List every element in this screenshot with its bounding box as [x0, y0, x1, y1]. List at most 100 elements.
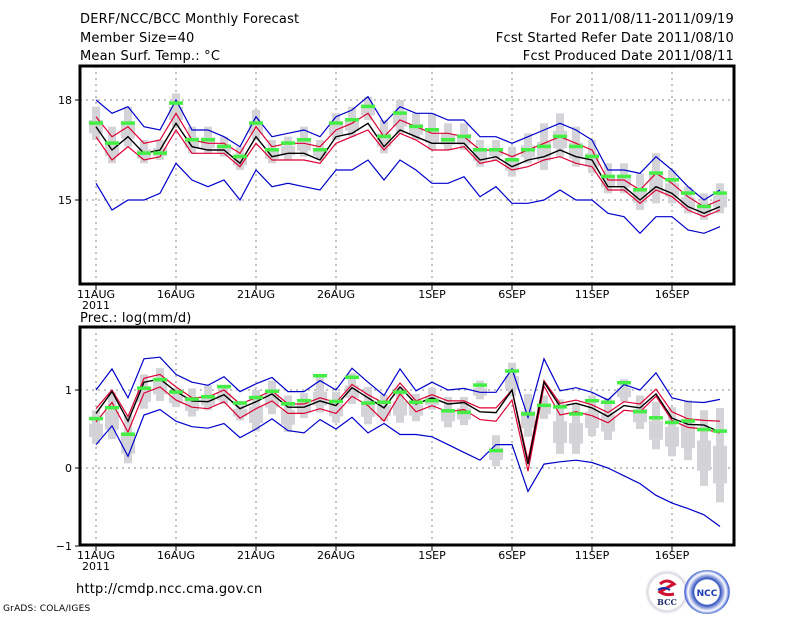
panel1-observed-marker	[217, 144, 231, 149]
panel2-y-tick-label: −1	[56, 540, 72, 553]
grads-credit: GrADS: COLA/IGES	[3, 604, 91, 614]
panel1-x-tick-label: 16SEP	[655, 288, 690, 301]
ncc-logo: NCC	[684, 570, 730, 614]
panel2-observed-marker	[681, 419, 695, 423]
panel1-observed-marker	[249, 121, 263, 125]
panel2-x-tick-label: 11AUG	[77, 549, 115, 562]
panel2-observed-marker	[473, 383, 487, 387]
panel2-observed-marker	[361, 401, 375, 405]
panel2-x-tick-label: 26AUG	[317, 549, 355, 562]
panel2-observed-marker	[649, 416, 663, 420]
panel1-observed-marker	[457, 134, 471, 139]
panel1-spread-box	[185, 137, 199, 148]
panel1-observed-marker	[393, 111, 407, 115]
panel2-x-tick-label: 16AUG	[157, 549, 195, 562]
svg-text:BCC: BCC	[657, 597, 677, 607]
panel1-x-tick-label: 11AUG	[77, 288, 115, 301]
panel1-observed-marker	[137, 151, 151, 155]
panel2-observed-marker	[569, 412, 583, 416]
panel2-observed-marker	[633, 409, 647, 414]
panel1-x-tick-label: 16AUG	[157, 288, 195, 301]
panel1-y-tick-label: 15	[58, 194, 72, 207]
panel2-observed-marker	[457, 410, 471, 415]
panel1-spread-box	[313, 148, 327, 156]
panel2-x-tick-label: 11SEP	[575, 549, 610, 562]
ncc-logo-icon: NCC	[697, 589, 718, 599]
panel2-spread-box	[281, 410, 295, 425]
panel1-spread-box	[473, 150, 487, 162]
panel1-observed-marker	[121, 121, 135, 125]
panel2-observed-marker	[233, 401, 247, 405]
panel2-spread-box	[217, 393, 231, 401]
panel2-observed-marker	[441, 409, 455, 413]
panel1-x-tick-label: 21AUG	[237, 288, 275, 301]
panel1-observed-marker	[265, 148, 279, 152]
panel2-spread-box	[201, 395, 215, 406]
panel2-spread-box	[329, 404, 343, 417]
panel2-spread-box	[681, 424, 695, 449]
panel2-spread-box	[105, 411, 119, 430]
panel1-year-label: 2011	[82, 299, 110, 312]
panel2-spread-box	[361, 401, 375, 417]
panel2-spread-box	[409, 404, 423, 416]
panel2-max-line	[95, 356, 721, 420]
panel2-upper-line	[95, 373, 721, 461]
panel2-spread-box	[233, 408, 247, 417]
panel2-observed-marker	[169, 390, 183, 394]
panel1-observed-marker	[169, 101, 183, 105]
panel2-observed-marker	[553, 405, 567, 409]
panel2-spread-box	[393, 401, 407, 416]
panel2-x-tick-label: 1SEP	[418, 549, 446, 562]
panel2-observed-marker	[313, 373, 327, 378]
panel2-x-tick-label: 6SEP	[498, 549, 526, 562]
panel1-x-tick-label: 26AUG	[317, 288, 355, 301]
panel2-observed-marker	[297, 398, 311, 403]
panel2-observed-marker	[105, 405, 119, 410]
panel1-mean-line	[95, 122, 721, 215]
source-url[interactable]: http://cmdp.ncc.cma.gov.cn	[76, 582, 263, 597]
panel2-observed-marker	[409, 400, 423, 404]
panel1-y-tick-label: 18	[58, 94, 72, 107]
bcc-logo: BCC	[644, 570, 690, 614]
panel1-spread-box	[217, 144, 231, 153]
panel1-observed-marker	[665, 178, 679, 182]
variable-label-top: Mean Surf. Temp.: °C	[80, 49, 221, 64]
member-size: Member Size=40	[80, 31, 195, 46]
panel1-spread-box	[361, 106, 375, 116]
panel2-observed-marker	[281, 402, 295, 406]
panel2-spread-box	[569, 423, 583, 444]
panel2-observed-marker	[265, 389, 279, 394]
panel1-observed-marker	[633, 188, 647, 192]
panel1-observed-marker	[585, 154, 599, 159]
panel2-observed-marker	[537, 403, 551, 408]
panel2-observed-marker	[505, 369, 519, 373]
panel2-observed-marker	[329, 399, 343, 404]
panel1-spread-box	[681, 197, 695, 208]
panel1-spread-box	[297, 138, 311, 151]
panel2-spread-box	[377, 405, 391, 416]
panel1-min-line	[95, 159, 721, 235]
panel2-observed-marker	[249, 395, 263, 400]
panel1-spread-box	[713, 195, 727, 208]
panel2-spread-box	[89, 423, 103, 438]
panel2-spread-box	[153, 381, 167, 395]
panel1-observed-marker	[505, 158, 519, 162]
panel2-y-tick-label: 1	[65, 384, 72, 397]
panel1-plot-frame	[78, 64, 736, 286]
panel2-observed-marker	[713, 429, 727, 433]
panel1-observed-marker	[697, 204, 711, 209]
panel1-observed-marker	[681, 191, 695, 195]
panel1-observed-marker	[345, 118, 359, 122]
panel1-observed-marker	[297, 138, 311, 142]
panel2-min-line	[95, 408, 721, 527]
panel1-observed-marker	[713, 191, 727, 195]
panel1-observed-marker	[441, 138, 455, 142]
forecast-period: For 2011/08/11-2011/09/19	[550, 12, 734, 27]
panel2-spread-box	[553, 421, 567, 444]
panel1-spread-box	[329, 124, 343, 135]
panel1-spread-box	[233, 156, 247, 166]
chart-title: DERF/NCC/BCC Monthly Forecast	[80, 12, 300, 27]
panel2-observed-marker	[185, 397, 199, 401]
panel2-observed-marker	[617, 380, 631, 385]
